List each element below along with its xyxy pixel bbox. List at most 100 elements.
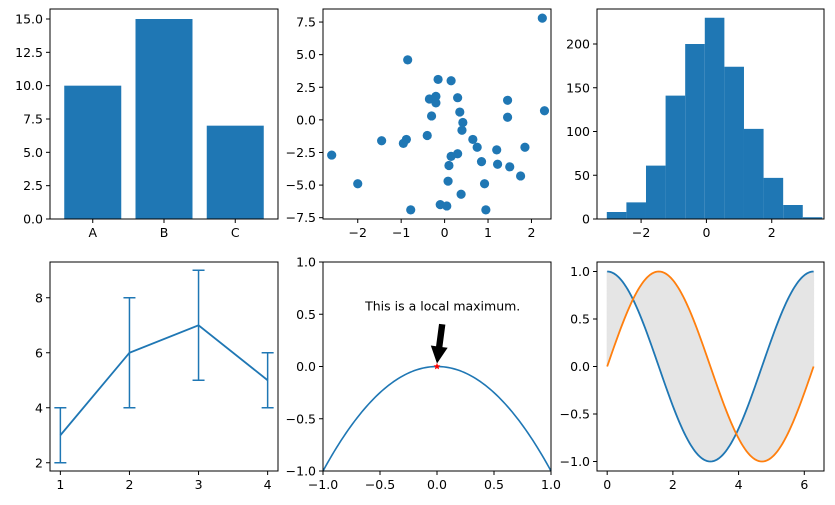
scatter-point bbox=[468, 134, 478, 145]
bar bbox=[64, 85, 122, 220]
scatter-point bbox=[353, 179, 363, 189]
y-tick-label: 6 bbox=[35, 345, 43, 360]
scatter-point bbox=[539, 106, 550, 116]
scatter-point bbox=[426, 111, 437, 121]
x-tick-label: −1.0 bbox=[308, 477, 338, 492]
x-tick-label: B bbox=[160, 225, 169, 240]
axes-frame bbox=[322, 8, 552, 220]
scatter-point bbox=[433, 74, 443, 85]
y-tick-label: 200 bbox=[566, 37, 590, 52]
x-tick-label: 2 bbox=[669, 477, 677, 492]
y-tick-label: 15.0 bbox=[15, 12, 43, 27]
y-tick-label: −0.5 bbox=[286, 411, 316, 426]
x-tick-label: 0 bbox=[441, 225, 449, 240]
maximum-marker bbox=[433, 362, 441, 370]
x-tick-label: 1 bbox=[56, 477, 64, 492]
scatter-point bbox=[476, 157, 487, 167]
x-tick-label: C bbox=[231, 225, 240, 240]
y-tick-label: −5.0 bbox=[286, 178, 316, 193]
histogram-bar bbox=[743, 128, 764, 219]
histogram-bar bbox=[783, 205, 803, 219]
scatter-point bbox=[422, 130, 432, 141]
y-tick-label: 150 bbox=[566, 80, 590, 95]
y-tick-label: 0 bbox=[582, 212, 590, 227]
x-tick-label: 2 bbox=[768, 225, 776, 240]
scatter-point bbox=[327, 150, 337, 160]
scatter-point bbox=[377, 136, 387, 146]
x-tick-label: 0 bbox=[702, 225, 710, 240]
annotation-text: This is a local maximum. bbox=[364, 298, 520, 313]
y-tick-label: 5.0 bbox=[296, 47, 316, 62]
y-tick-label: −1.0 bbox=[286, 464, 316, 479]
x-tick-label: 1.0 bbox=[541, 477, 561, 492]
scatter-point bbox=[516, 171, 526, 181]
x-tick-label: −2 bbox=[349, 225, 367, 240]
scatter-point bbox=[443, 176, 453, 186]
y-tick-label: 4 bbox=[35, 400, 43, 415]
x-tick-label: 0.0 bbox=[427, 477, 447, 492]
chart-1: 0.0 2.5 5.0 7.5 10.0 12.5 15.0 A B C bbox=[15, 8, 279, 240]
chart-6: −1.0 −0.5 0.0 0.5 1.0 0 2 4 6 bbox=[560, 261, 825, 492]
scatter-point bbox=[457, 125, 467, 135]
scatter-point bbox=[458, 117, 468, 128]
parabola-line bbox=[322, 365, 552, 472]
histogram-bar bbox=[724, 66, 744, 219]
x-tick-label: −2 bbox=[632, 225, 650, 240]
scatter-point bbox=[431, 91, 441, 101]
histogram-bar bbox=[665, 95, 686, 219]
cos-line bbox=[607, 270, 814, 463]
bar bbox=[135, 19, 193, 219]
series-line bbox=[59, 324, 269, 436]
chart-5: This is a local maximum. −1.0 −0.5 0.0 0.5 1.… bbox=[286, 255, 561, 493]
y-tick-label: 0.5 bbox=[570, 312, 590, 327]
y-tick-label: −7.5 bbox=[286, 210, 316, 225]
x-tick-label: 3 bbox=[195, 477, 203, 492]
scatter-point bbox=[537, 13, 547, 23]
y-tick-label: −2.5 bbox=[286, 145, 316, 160]
scatter-point bbox=[479, 179, 490, 189]
scatter-point bbox=[442, 201, 452, 211]
scatter-point bbox=[481, 205, 491, 215]
x-tick-label: 1 bbox=[484, 225, 492, 240]
scatter-point bbox=[444, 160, 454, 171]
scatter-point bbox=[431, 98, 441, 108]
y-tick-label: 0.0 bbox=[23, 212, 43, 227]
y-tick-label: 1.0 bbox=[570, 264, 590, 279]
scatter-point bbox=[401, 134, 411, 145]
x-tick-label: 0.5 bbox=[484, 477, 504, 492]
scatter-point bbox=[453, 93, 463, 103]
x-tick-label: 6 bbox=[800, 477, 808, 492]
x-tick-label: 4 bbox=[264, 477, 272, 492]
y-tick-label: 0.5 bbox=[296, 307, 316, 322]
histogram-bar bbox=[685, 44, 705, 219]
x-tick-label: 2 bbox=[527, 225, 535, 240]
scatter-point bbox=[505, 162, 515, 172]
annotation-arrow bbox=[430, 323, 448, 364]
axes-frame bbox=[49, 261, 279, 472]
x-tick-label: 0 bbox=[603, 477, 611, 492]
scatter-point bbox=[502, 112, 513, 122]
scatter-point bbox=[456, 189, 466, 199]
x-tick-label: 2 bbox=[125, 477, 133, 492]
y-tick-label: 2.5 bbox=[296, 80, 316, 95]
y-tick-label: 7.5 bbox=[296, 15, 316, 30]
x-tick-label: A bbox=[88, 225, 97, 240]
y-tick-label: −0.5 bbox=[560, 407, 590, 422]
y-tick-label: 8 bbox=[35, 290, 43, 305]
axes-frame bbox=[596, 8, 825, 220]
y-tick-label: 2.5 bbox=[23, 178, 43, 193]
scatter-point bbox=[492, 145, 502, 155]
scatter-point bbox=[403, 55, 413, 65]
histogram-bar bbox=[645, 165, 666, 219]
y-tick-label: 7.5 bbox=[23, 112, 43, 127]
histogram-bar bbox=[802, 217, 823, 219]
scatter-point bbox=[502, 95, 513, 105]
y-tick-label: 10.0 bbox=[15, 78, 43, 93]
scatter-point bbox=[455, 107, 465, 117]
x-tick-label: −1 bbox=[392, 225, 410, 240]
histogram-bar bbox=[704, 17, 725, 219]
y-tick-label: 1.0 bbox=[296, 255, 316, 270]
bar bbox=[206, 125, 264, 219]
